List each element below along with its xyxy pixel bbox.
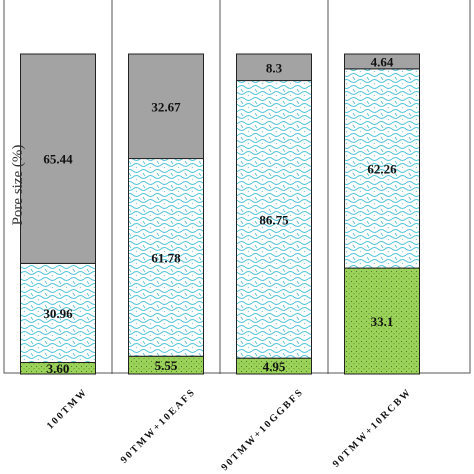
value-label-2-4: 62.26 [367, 161, 397, 176]
x-tick-label-2: 90TMW+10EAFS [119, 386, 198, 465]
value-label-1-4: 33.1 [371, 314, 394, 329]
bar-segment-2-4 [344, 68, 420, 269]
x-tick-label-3: 90TMW+10GGBFS [219, 386, 306, 473]
y-axis-label: Pore size (%) [10, 145, 26, 226]
value-label-1-1: 3.60 [47, 361, 70, 376]
bar-segment-3-2 [128, 53, 204, 160]
category-dividers [111, 0, 329, 374]
x-tick-label-1: 100TMW [45, 386, 90, 431]
bars-group: 3.60 30.96 65.44 5.55 61.78 32.67 4.95 86.75 8.3… [20, 53, 420, 376]
x-tick-labels: 100TMW 90TMW+10EAFS 90TMW+10GGBFS 90TMW+10R… [45, 386, 414, 473]
bar-segment-3-4 [344, 53, 420, 70]
value-label-3-2: 32.67 [151, 99, 181, 114]
bar-segment-1-4 [344, 267, 420, 375]
value-label-1-3: 4.95 [263, 359, 286, 374]
bar-segment-3-3 [236, 53, 312, 82]
value-label-3-4: 4.64 [371, 54, 394, 69]
value-label-3-1: 65.44 [43, 152, 73, 167]
bar-segment-2-3 [236, 80, 312, 359]
value-label-2-1: 30.96 [43, 306, 73, 321]
x-tick-label-4: 90TMW+10RCBW [331, 386, 414, 469]
value-label-3-3: 8.3 [266, 60, 283, 75]
bar-segment-3-1 [20, 53, 96, 264]
bar-segment-2-2 [128, 158, 204, 357]
value-label-1-2: 5.55 [155, 358, 178, 373]
value-label-2-3: 86.75 [259, 212, 289, 227]
value-label-2-2: 61.78 [151, 250, 181, 265]
